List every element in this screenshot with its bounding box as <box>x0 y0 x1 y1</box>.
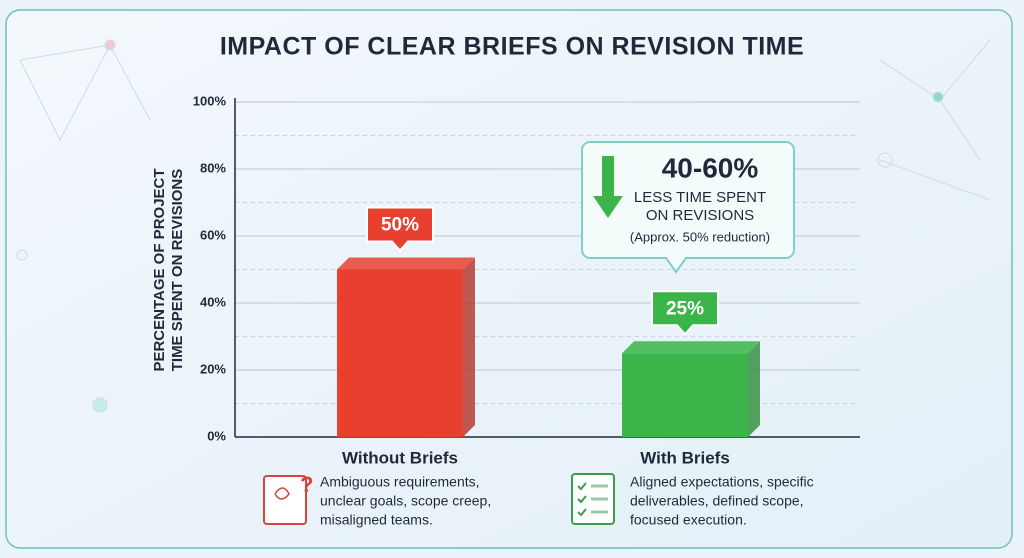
icon-checklist <box>571 473 615 525</box>
callout-note: (Approx. 50% reduction) <box>630 229 770 244</box>
x-tick-label: With Briefs <box>640 448 730 467</box>
chart-title: IMPACT OF CLEAR BRIEFS ON REVISION TIME <box>220 33 804 61</box>
svg-text:?: ? <box>300 472 313 497</box>
bar-group: 25% <box>622 290 760 437</box>
y-tick-label: 20% <box>200 361 226 376</box>
category-description: focused execution. <box>630 512 747 528</box>
value-badge <box>651 290 719 336</box>
value-badge <box>366 206 434 253</box>
bar-side-shade <box>748 341 760 437</box>
y-tick-label: 60% <box>200 227 226 242</box>
callout-line: LESS TIME SPENT <box>634 189 766 206</box>
bar-side <box>463 257 475 437</box>
bar <box>337 269 463 437</box>
icon-notebook: ? <box>263 472 313 525</box>
category-description: deliverables, defined scope, <box>630 493 804 509</box>
y-axis-title: PERCENTAGE OF PROJECT TIME SPENT ON REVI… <box>151 168 186 371</box>
y-axis-title-line: TIME SPENT ON REVISIONS <box>169 169 186 372</box>
bar-group: 50% <box>337 206 475 437</box>
y-tick-label: 80% <box>200 160 226 175</box>
category-description: unclear goals, scope creep, <box>320 493 491 509</box>
down-arrow <box>593 156 623 218</box>
bar-top <box>622 341 760 354</box>
x-tick-label: Without Briefs <box>342 448 458 467</box>
category-description: Aligned expectations, specific <box>630 474 814 490</box>
y-tick-label: 100% <box>193 93 227 108</box>
value-label: 25% <box>666 298 704 319</box>
bar <box>622 353 748 437</box>
callout-box <box>581 141 795 274</box>
category-description: Ambiguous requirements, <box>320 474 480 490</box>
callout-line: ON REVISIONS <box>646 207 754 224</box>
y-axis-title-line: PERCENTAGE OF PROJECT <box>151 168 168 371</box>
category-description: misaligned teams. <box>320 512 433 528</box>
decor-network <box>16 39 991 413</box>
y-tick-label: 40% <box>200 294 226 309</box>
bar-top <box>337 257 475 270</box>
y-tick-label: 0% <box>207 428 226 443</box>
value-label: 50% <box>381 215 419 236</box>
bar-side-shade <box>463 257 475 437</box>
callout-headline: 40-60% <box>662 152 759 183</box>
bar-side <box>748 341 760 437</box>
